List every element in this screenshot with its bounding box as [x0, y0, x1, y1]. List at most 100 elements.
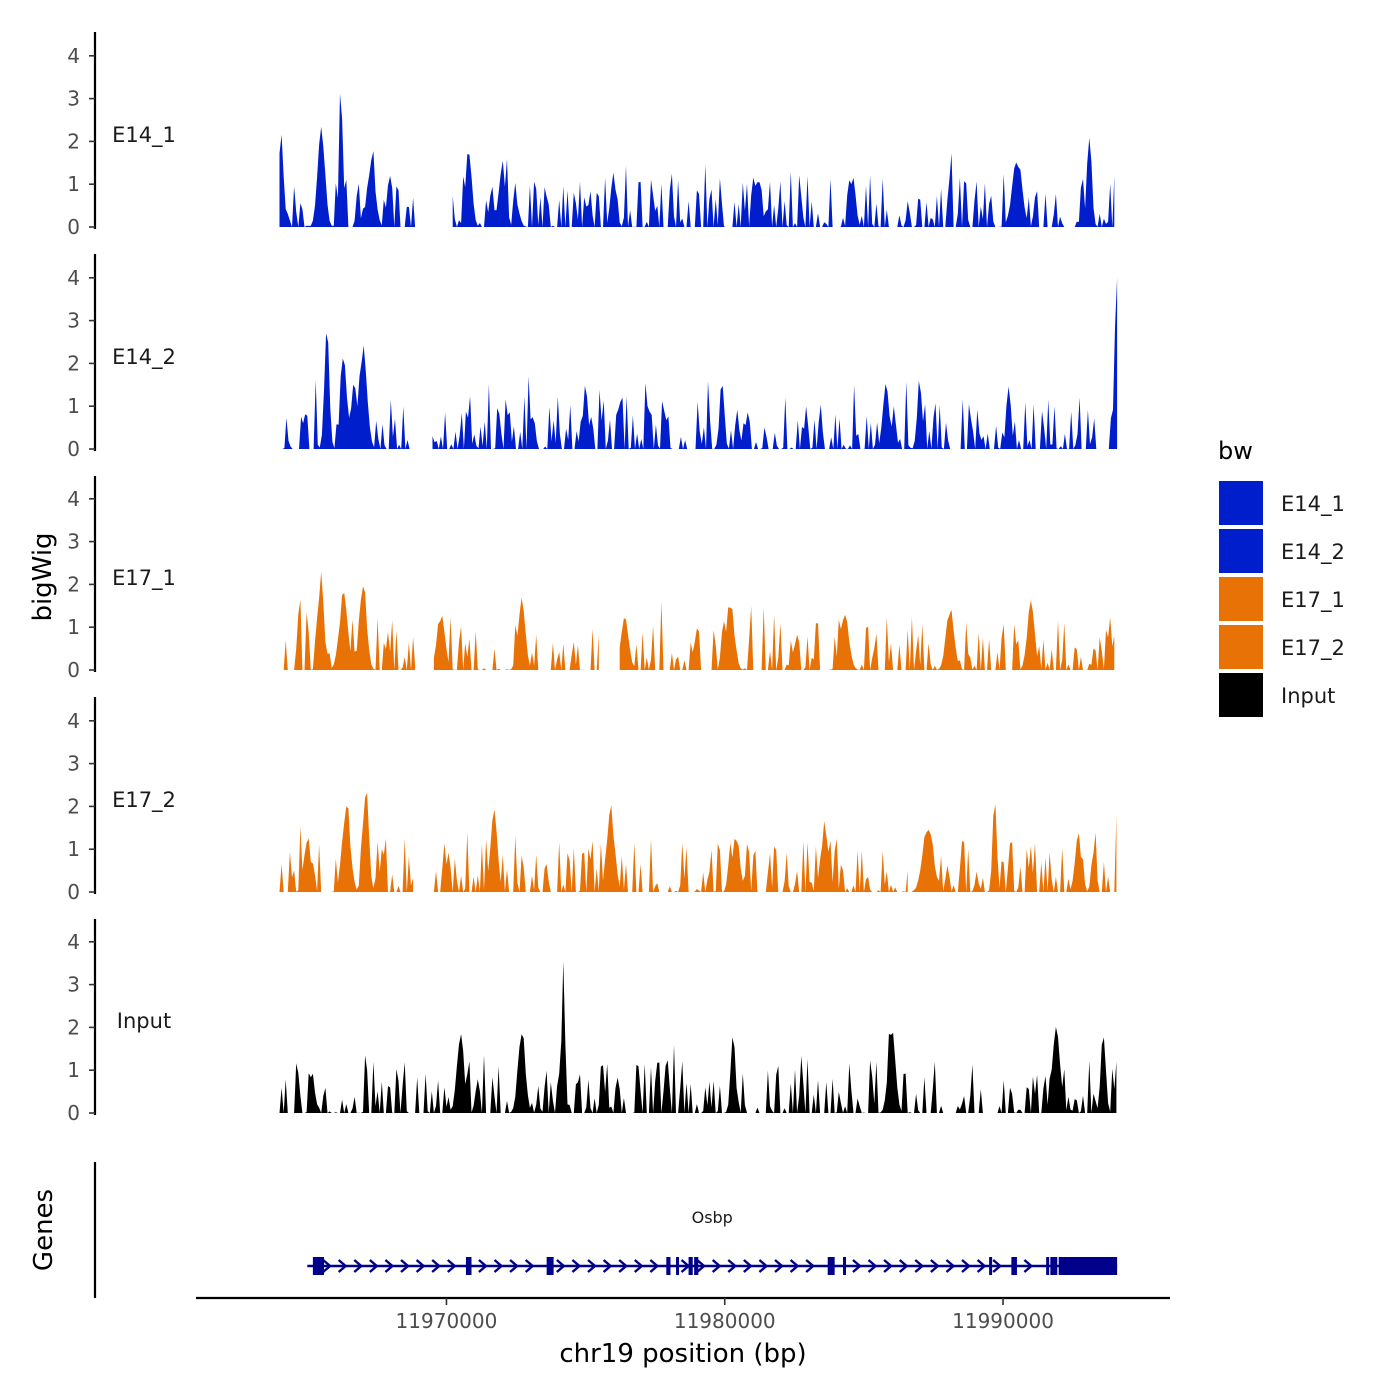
y-tick-label: 4 [67, 487, 80, 511]
strand-arrow [524, 1259, 535, 1273]
y-tick-label: 0 [67, 1101, 80, 1125]
strand-arrow [431, 1259, 442, 1273]
gene-exon [1046, 1257, 1050, 1275]
y-tick-label: 4 [67, 709, 80, 733]
legend-key-Input [1219, 673, 1263, 717]
signal-area-Input-0 [279, 961, 1117, 1113]
y-tick-label: 3 [67, 309, 80, 333]
strand-arrow [446, 1259, 457, 1273]
strand-arrow [478, 1259, 488, 1273]
strand-arrow [992, 1259, 1003, 1273]
legend-title: bw [1218, 437, 1253, 465]
strand-arrow [914, 1259, 925, 1273]
strand-arrow [743, 1259, 753, 1273]
strand-arrow [961, 1259, 971, 1273]
strand-arrow [852, 1259, 862, 1273]
y-tick-label: 4 [67, 930, 80, 954]
strand-arrow [696, 1259, 706, 1273]
legend: bw E14_1 E14_2 E17_1 E17_2 Input [1218, 437, 1345, 717]
track-E17_1: 0 1 2 3 4 E17_1 [67, 476, 1115, 682]
x-tick-label: 11980000 [674, 1309, 776, 1333]
gene-exon [827, 1257, 835, 1275]
y-axis-title: bigWig [28, 532, 58, 621]
y-tick-label: 3 [67, 87, 80, 111]
y-tick-label: 1 [67, 172, 80, 196]
y-tick-label: 4 [67, 266, 80, 290]
y-tick-label: 2 [67, 129, 80, 153]
strand-arrow [369, 1259, 379, 1273]
gene-exon [843, 1257, 847, 1275]
signal-area-E14_1-1 [452, 137, 1115, 227]
strand-arrow [930, 1259, 940, 1273]
gene-name-label: Osbp [692, 1208, 733, 1227]
y-tick-label: 0 [67, 880, 80, 904]
x-axis: chr19 position (bp) 11970000 11980000 1199… [196, 1296, 1170, 1369]
signal-area-E14_2-0 [282, 333, 412, 449]
gene-exon [676, 1257, 680, 1275]
gene-exon [694, 1257, 699, 1275]
strand-arrow [867, 1259, 878, 1273]
strand-arrow [945, 1259, 956, 1273]
signal-area-E14_2-1 [432, 277, 1118, 449]
legend-label-Input: Input [1281, 684, 1335, 708]
legend-key-E17_2 [1219, 625, 1263, 669]
y-tick-label: 2 [67, 1015, 80, 1039]
signal-area-E17_1-1 [433, 597, 599, 670]
strand-arrow [1023, 1259, 1034, 1273]
legend-key-E14_2 [1219, 529, 1263, 573]
signal-area-E17_2-1 [433, 805, 908, 892]
strand-arrow [649, 1259, 660, 1273]
strand-arrow [711, 1259, 722, 1273]
gene-exon [465, 1257, 472, 1275]
track-label-E17_2: E17_2 [112, 788, 176, 813]
track-label-E14_1: E14_1 [112, 123, 176, 148]
y-tick-label: 0 [67, 658, 80, 682]
y-tick-label: 1 [67, 837, 80, 861]
y-tick-label: 2 [67, 572, 80, 596]
strand-arrow [556, 1259, 566, 1273]
strand-arrow [789, 1259, 800, 1273]
strand-arrow [400, 1259, 410, 1273]
strand-arrow [384, 1259, 395, 1273]
strand-arrow [727, 1259, 738, 1273]
x-tick-label: 11970000 [396, 1309, 498, 1333]
genes-axis-title: Genes [29, 1189, 59, 1271]
gene-exon [1050, 1257, 1058, 1275]
legend-label-E14_1: E14_1 [1281, 492, 1345, 517]
gene-exon [989, 1257, 993, 1275]
strand-arrow [883, 1259, 893, 1273]
x-axis-title: chr19 position (bp) [559, 1339, 806, 1369]
strand-arrow [805, 1259, 816, 1273]
gene-exon [1011, 1257, 1017, 1275]
legend-label-E17_2: E17_2 [1281, 636, 1345, 661]
gene-exon [666, 1257, 671, 1275]
x-tick-label: 11990000 [952, 1309, 1054, 1333]
strand-arrow [587, 1259, 597, 1273]
gene-exon [688, 1257, 693, 1275]
signal-area-E17_2-2 [911, 804, 1117, 892]
strand-arrow [976, 1259, 987, 1273]
strand-arrow [774, 1259, 784, 1273]
strand-arrow [337, 1259, 348, 1273]
y-tick-label: 3 [67, 752, 80, 776]
strand-arrow [602, 1259, 613, 1273]
y-tick-label: 0 [67, 215, 80, 239]
legend-label-E14_2: E14_2 [1281, 540, 1345, 565]
legend-label-E17_1: E17_1 [1281, 588, 1345, 613]
signal-tracks: 0 1 2 3 4 E14_1 0 1 2 3 4 E14_2 0 1 2 3 4 E17_1 0 1 2 3 4 E17_2… [67, 32, 1118, 1125]
gene-track: Genes Osbp [29, 1162, 1118, 1298]
strand-arrow [618, 1259, 629, 1273]
gene-exon [546, 1257, 554, 1275]
y-tick-label: 4 [67, 44, 80, 68]
y-tick-label: 3 [67, 973, 80, 997]
track-label-Input: Input [117, 1009, 171, 1033]
strand-arrow [633, 1259, 644, 1273]
track-E14_1: 0 1 2 3 4 E14_1 [67, 32, 1115, 239]
strand-arrow [322, 1259, 332, 1273]
strand-arrow [758, 1259, 769, 1273]
signal-area-E17_2-0 [279, 792, 414, 892]
y-tick-label: 0 [67, 437, 80, 461]
legend-key-E14_1 [1219, 481, 1263, 525]
track-label-E14_2: E14_2 [112, 345, 176, 370]
